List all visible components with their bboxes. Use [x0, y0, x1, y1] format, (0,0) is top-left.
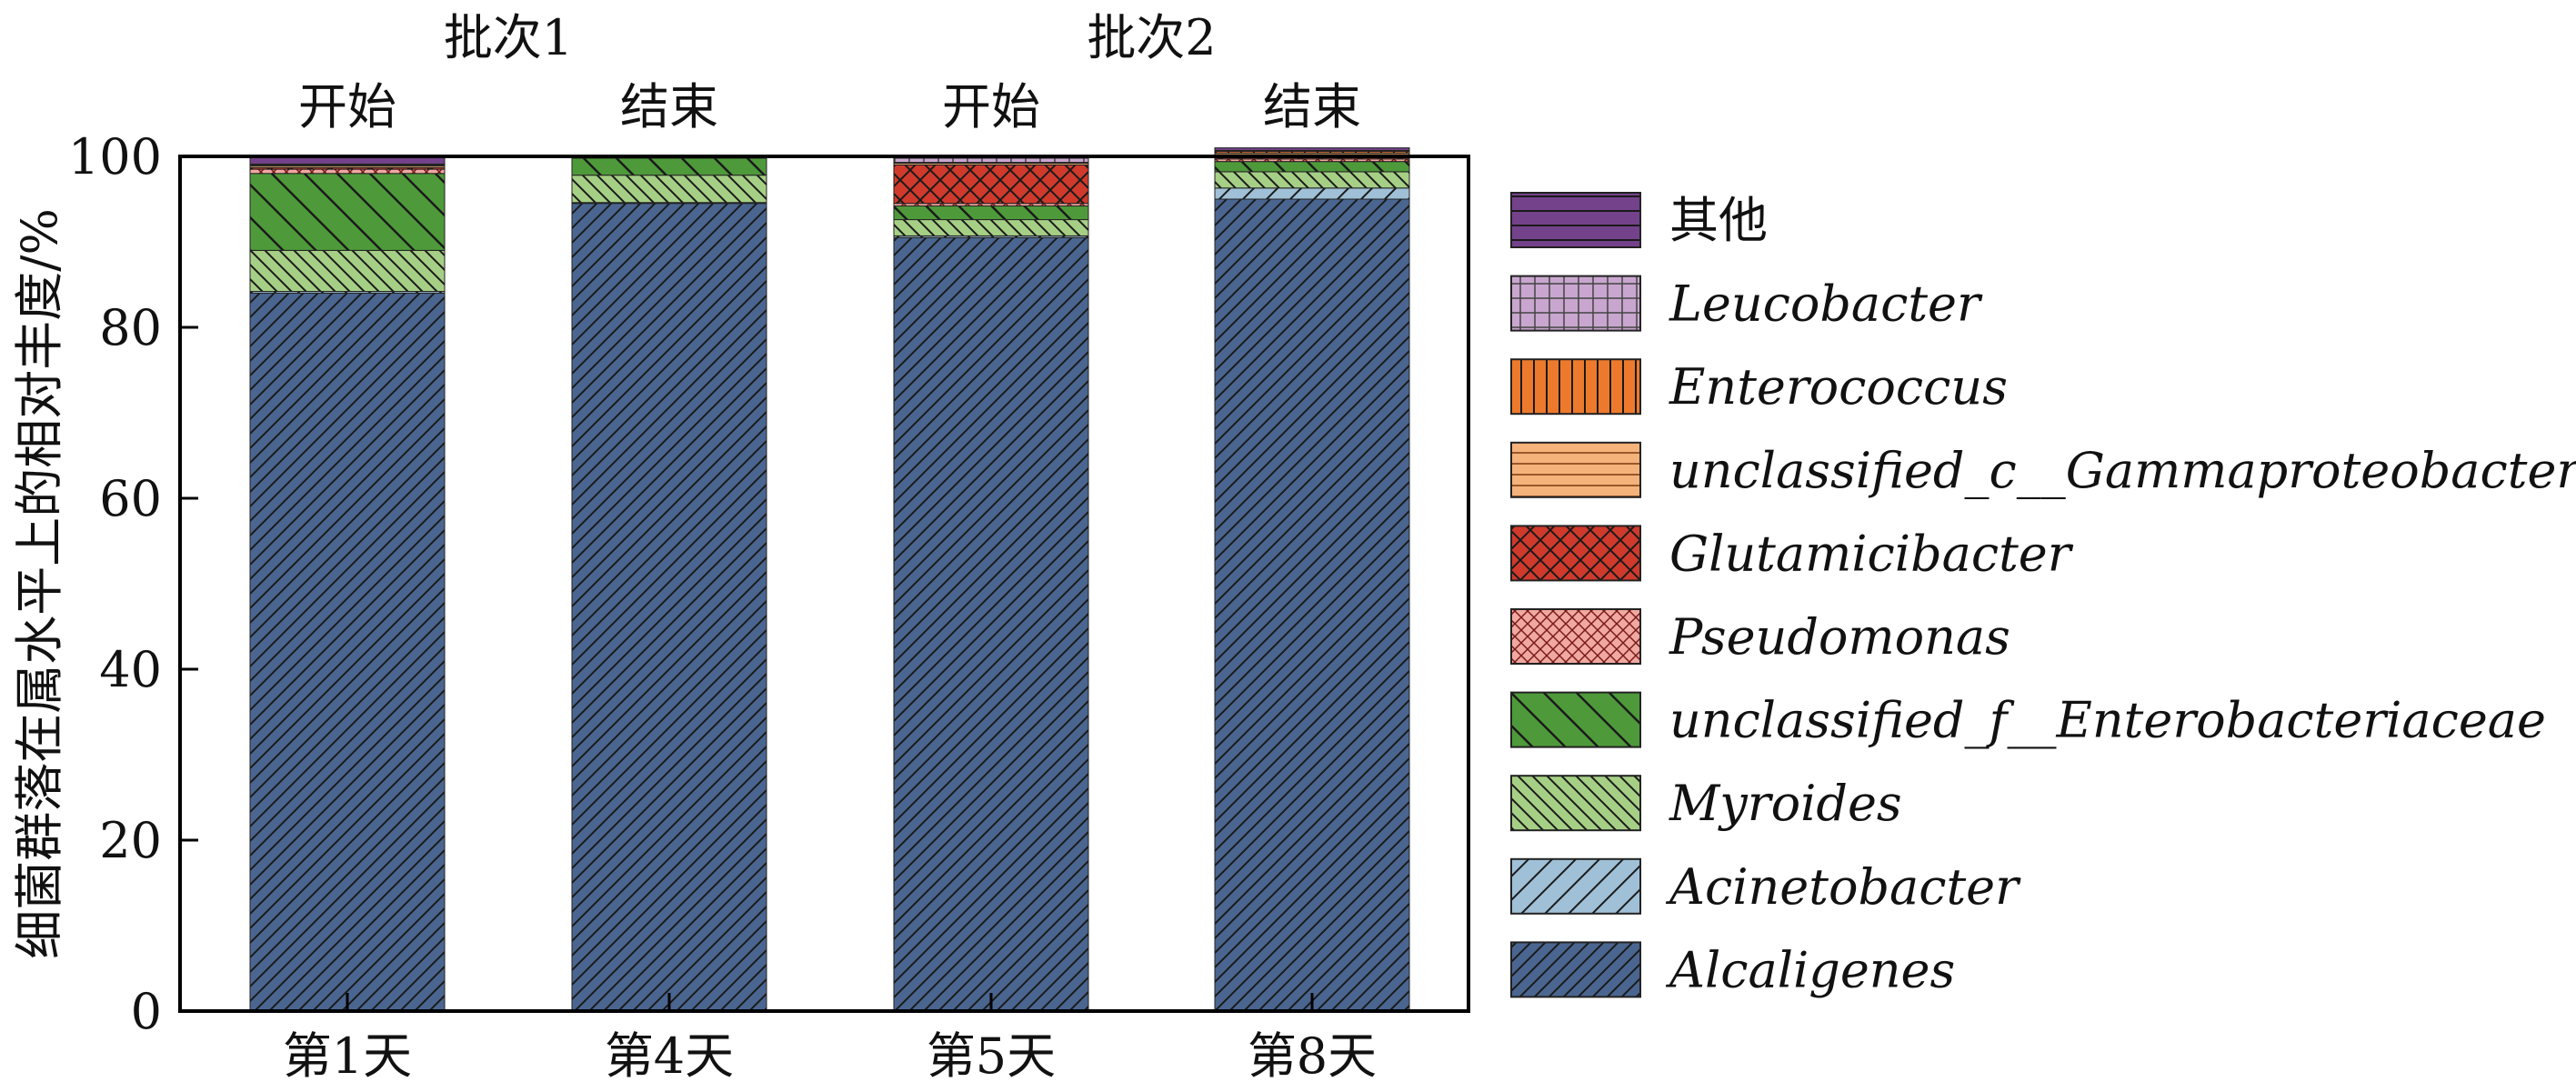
legend-swatch: [1510, 857, 1641, 915]
legend-label: Alcaligenes: [1665, 941, 1955, 998]
legend-swatch: [1510, 275, 1641, 332]
top-phase-label: 结束: [1263, 78, 1361, 135]
legend-swatch: [1510, 691, 1641, 748]
legend-item-series-9: 其他: [1510, 192, 1768, 249]
bar-segment-myroides-1: [249, 249, 446, 293]
legend-swatch: [1510, 358, 1641, 416]
bar-segment-alcaligenes-4: [1214, 198, 1410, 1012]
legend: 其他 Leucobacter Enterococcus unclassified_c_…: [1510, 192, 2576, 998]
legend-item-alcaligenes: Alcaligenes: [1510, 941, 1955, 998]
legend-swatch: [1510, 192, 1641, 248]
x-tick-label: 第4天: [605, 1027, 734, 1085]
y-tick-label: 20: [99, 812, 162, 869]
legend-item-leucobacter: Leucobacter: [1510, 275, 1983, 333]
y-tick-label: 80: [99, 299, 162, 356]
legend-label: unclassified_f__Enterobacteriaceae: [1669, 692, 2546, 749]
legend-item-pseudomonas: Pseudomonas: [1510, 608, 2010, 666]
bar-segment-alcaligenes-1: [249, 292, 446, 1012]
bar-segment-series-9-4: [1214, 147, 1410, 151]
legend-item-acinetobacter: Acinetobacter: [1510, 857, 2021, 916]
bar-segment-myroides-3: [893, 219, 1089, 236]
y-tick-label: 60: [99, 470, 162, 527]
bar-segment-acinetobacter-4: [1214, 187, 1410, 200]
bars-layer: [249, 147, 1410, 1012]
legend-item-unclassified-c-gammaproteobacteria: unclassified_c__Gammaproteobacteria: [1510, 441, 2576, 499]
legend-label: Acinetobacter: [1665, 858, 2021, 916]
bar-segment-myroides-2: [571, 175, 767, 204]
top-phase-label: 开始: [298, 78, 396, 135]
bar-segment-unclassified-f-enterobacteriaceae-1: [249, 173, 446, 251]
bar-segment-glutamicibacter-3: [893, 164, 1089, 205]
bar-segment-myroides-4: [1214, 171, 1410, 189]
legend-swatch: [1510, 608, 1641, 665]
legend-item-enterococcus: Enterococcus: [1510, 358, 2008, 416]
bar-segment-pseudomonas-1: [249, 168, 446, 175]
legend-label: 其他: [1669, 192, 1768, 249]
bar-segment-unclassified-f-enterobacteriaceae-3: [893, 205, 1089, 221]
y-axis-title: 细菌群落在属水平上的相对丰度/%: [11, 208, 68, 959]
legend-label: unclassified_c__Gammaproteobacteria: [1669, 442, 2576, 499]
bar-segment-unclassified-f-enterobacteriaceae-4: [1214, 161, 1410, 173]
top-phase-label: 结束: [620, 78, 718, 135]
axes-layer: [178, 155, 1470, 1013]
bar-segment-alcaligenes-2: [571, 203, 767, 1012]
group-label: 批次2: [1087, 9, 1216, 66]
legend-item-myroides: Myroides: [1510, 775, 1902, 832]
legend-label: Pseudomonas: [1669, 608, 2010, 666]
x-tick-label: 第8天: [1248, 1027, 1377, 1085]
y-tick-label: 40: [99, 641, 162, 698]
legend-swatch: [1510, 441, 1641, 498]
y-tick-label: 100: [68, 128, 162, 185]
top-phase-label: 开始: [942, 78, 1040, 135]
legend-label: Enterococcus: [1669, 358, 2008, 416]
y-tick-label: 0: [131, 983, 162, 1040]
legend-label: Glutamicibacter: [1669, 525, 2074, 582]
legend-item-glutamicibacter: Glutamicibacter: [1510, 525, 2074, 582]
bar-segment-alcaligenes-3: [893, 236, 1089, 1012]
legend-swatch: [1510, 525, 1641, 582]
bar-segment-leucobacter-3: [893, 157, 1089, 164]
legend-label: Myroides: [1669, 775, 1902, 832]
plot-frame: [178, 155, 1470, 1013]
x-tick-label: 第1天: [283, 1027, 412, 1085]
legend-swatch: [1510, 775, 1641, 832]
legend-label: Leucobacter: [1669, 276, 1983, 333]
bar-segment-unclassified-f-enterobacteriaceae-2: [571, 157, 767, 176]
legend-swatch: [1510, 941, 1641, 998]
group-label: 批次1: [444, 9, 573, 66]
x-tick-label: 第5天: [927, 1027, 1056, 1085]
legend-item-unclassified-f-enterobacteriaceae: unclassified_f__Enterobacteriaceae: [1510, 691, 2546, 749]
